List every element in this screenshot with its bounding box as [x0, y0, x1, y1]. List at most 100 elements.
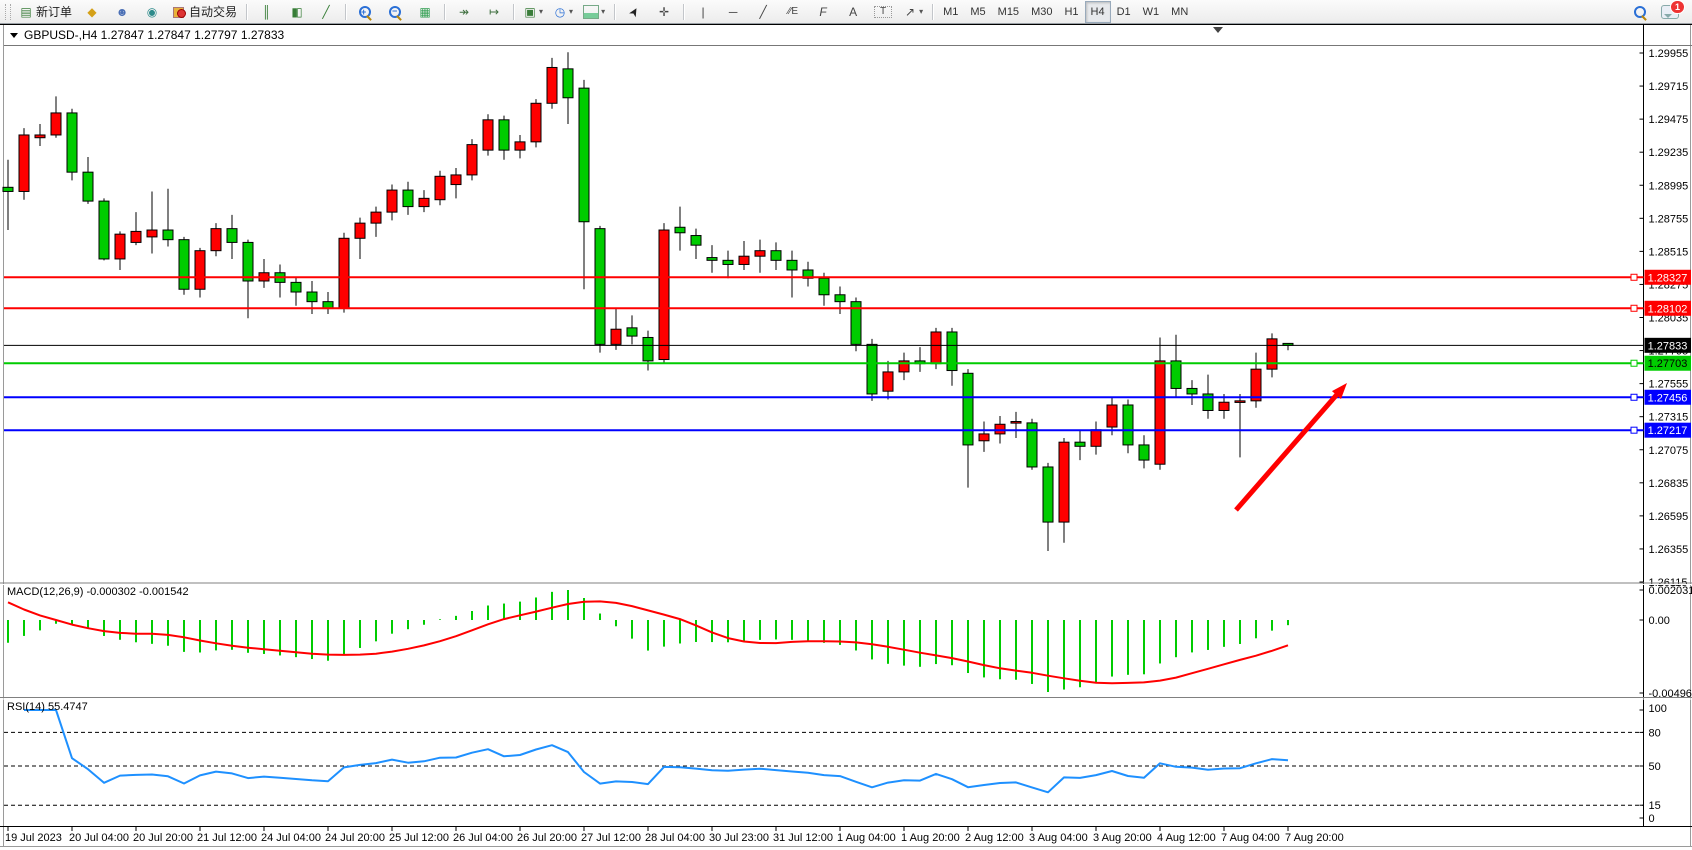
candle-body: [754, 250, 766, 257]
template-chart-icon: [583, 4, 600, 19]
candle-body: [610, 328, 622, 345]
horizontal-line[interactable]: 1.27217: [4, 422, 1691, 438]
zoom-in-button[interactable]: +: [351, 1, 379, 23]
time-tick-label: 28 Jul 04:00: [645, 832, 705, 844]
time-tick-label: 24 Jul 20:00: [325, 832, 385, 844]
templates-button[interactable]: ▾: [579, 1, 609, 23]
vertical-line-icon: |: [701, 4, 705, 19]
channel-icon: ∕∕E: [788, 5, 799, 17]
autotrading-button[interactable]: 自动交易: [168, 1, 241, 23]
timeframe-W1[interactable]: W1: [1142, 5, 1160, 18]
horizontal-line[interactable]: 1.28327: [4, 269, 1691, 285]
candle-body: [674, 226, 686, 234]
price-badge-label: 1.27456: [1648, 392, 1688, 404]
timeframe-toolbar: M1 M5 M15 M30 H1 H4 D1 W1 MN: [937, 0, 1194, 23]
candle-body: [498, 119, 510, 151]
annotation-arrow[interactable]: [1234, 383, 1347, 512]
time-tick-label: 7 Aug 20:00: [1285, 832, 1344, 844]
price-axis[interactable]: 1.29955 1.29715 1.29475 1.29235 1.28995 1.287…: [1639, 25, 1689, 826]
timeframe-MN[interactable]: MN: [1171, 5, 1189, 18]
line-chart-button[interactable]: ╱: [312, 1, 340, 23]
price-tick-label: 1.29475: [1649, 114, 1689, 126]
time-tick-label: 26 Jul 20:00: [517, 832, 577, 844]
time-tick-label: 21 Jul 12:00: [197, 832, 257, 844]
autotrading-icon: [172, 6, 187, 18]
fibonacci-button[interactable]: F: [809, 1, 837, 23]
candle-body: [706, 257, 718, 261]
bar-chart-button[interactable]: ║: [252, 1, 280, 23]
candle-body: [930, 331, 942, 365]
candle-body: [1202, 393, 1214, 411]
zoom-out-button[interactable]: −: [381, 1, 409, 23]
dropdown-arrow: ▾: [569, 7, 574, 16]
chart-window: GBPUSD-,H4 1.27847 1.27847 1.27797 1.278…: [0, 24, 1692, 850]
time-axis[interactable]: 19 Jul 2023 20 Jul 04:00 20 Jul 20:00 21 Ju…: [5, 827, 1344, 844]
text-label-button[interactable]: T: [869, 1, 897, 23]
separator: [614, 3, 616, 20]
tile-windows-button[interactable]: ▦: [411, 1, 439, 23]
text-button[interactable]: A: [839, 1, 867, 23]
timeframe-M1[interactable]: M1: [943, 5, 959, 18]
periods-button[interactable]: ◷ ▾: [549, 1, 577, 23]
horizontal-line[interactable]: 1.27456: [4, 389, 1691, 405]
macd-signal-line: [7, 600, 1289, 685]
candle-body: [626, 327, 638, 337]
cursor-icon: ➤: [625, 3, 643, 20]
new-order-label: 新订单: [36, 5, 73, 19]
dropdown-arrow: ▾: [919, 7, 924, 16]
candle-body: [146, 229, 158, 238]
rsi-axis-label: 100: [1649, 703, 1667, 715]
candle-body: [978, 433, 990, 442]
new-chart-button[interactable]: ▣ ▾: [519, 1, 547, 23]
shift-marker[interactable]: [1213, 27, 1223, 33]
timeframe-H1[interactable]: H1: [1064, 5, 1079, 18]
zoom-in-icon: +: [358, 5, 372, 21]
rsi-axis-label: 15: [1649, 800, 1661, 812]
crosshair-button[interactable]: ✛: [650, 1, 678, 23]
price-tick-label: 1.29715: [1649, 81, 1689, 93]
search-button[interactable]: [1626, 1, 1654, 23]
horizontal-line[interactable]: 1.28102: [4, 300, 1691, 316]
equidistant-channel-button[interactable]: ∕∕E: [779, 1, 807, 23]
price-tick-label: 1.28755: [1649, 213, 1689, 225]
auto-scroll-button[interactable]: ↠: [450, 1, 478, 23]
market-watch-button[interactable]: ◆: [78, 1, 106, 23]
candle-body: [466, 144, 478, 176]
toolbar-grip[interactable]: [5, 3, 11, 20]
candle-body: [1186, 387, 1198, 395]
cursor-button[interactable]: ➤: [620, 1, 648, 23]
timeframe-M5[interactable]: M5: [970, 5, 986, 18]
notifications-button[interactable]: 1: [1656, 0, 1685, 23]
chart-shift-button[interactable]: ↦: [480, 1, 508, 23]
candlestick-chart-button[interactable]: ▮▯: [282, 1, 310, 23]
horizontal-line-button[interactable]: ─: [719, 1, 747, 23]
timeframe-D1[interactable]: D1: [1116, 5, 1131, 18]
fibonacci-icon: F: [819, 4, 827, 19]
macd-label: MACD(12,26,9) -0.000302 -0.001542: [7, 586, 189, 598]
horizontal-line[interactable]: 1.27833: [4, 337, 1691, 353]
vertical-line-button[interactable]: |: [689, 1, 717, 23]
timeframe-M15[interactable]: M15: [997, 5, 1020, 18]
signals-button[interactable]: ◉: [138, 1, 166, 23]
new-order-button[interactable]: ▤ 新订单: [15, 1, 76, 23]
navigator-button[interactable]: ☻: [108, 1, 136, 23]
price-badge-label: 1.28327: [1648, 272, 1688, 284]
rsi-axis-label: 50: [1649, 761, 1661, 773]
time-tick-label: 27 Jul 12:00: [581, 832, 641, 844]
horizontal-line[interactable]: 1.27703: [4, 355, 1691, 371]
time-tick-label: 19 Jul 2023: [5, 832, 62, 844]
timeframe-H4[interactable]: H4: [1084, 0, 1111, 23]
candle-body: [338, 237, 350, 310]
price-badge-label: 1.27217: [1648, 425, 1688, 437]
trendline-button[interactable]: ╱: [749, 1, 777, 23]
time-tick-label: 25 Jul 12:00: [389, 832, 449, 844]
timeframe-M30[interactable]: M30: [1031, 5, 1053, 18]
candle-body: [562, 68, 574, 99]
chat-bubble-icon: 1: [1661, 0, 1685, 19]
price-tick-label: 1.26595: [1649, 511, 1689, 523]
arrows-icon: ↗: [905, 4, 916, 19]
chart-title: GBPUSD-,H4 1.27847 1.27847 1.27797 1.278…: [10, 28, 285, 42]
arrows-button[interactable]: ↗ ▾: [899, 1, 927, 23]
gold-icon: ◆: [87, 4, 97, 19]
